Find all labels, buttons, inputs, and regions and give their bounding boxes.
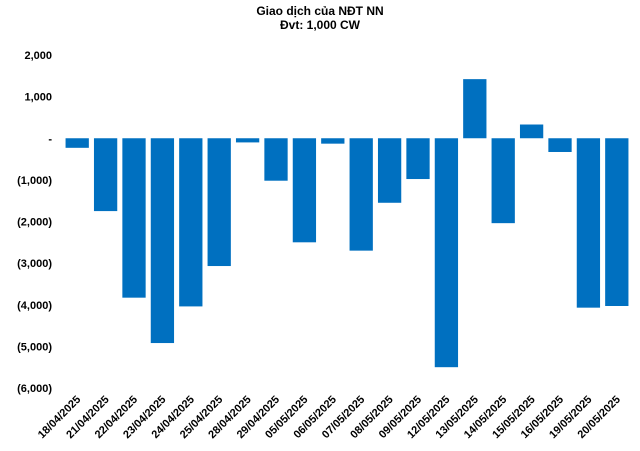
chart-subtitle: Đvt: 1,000 CW — [279, 18, 361, 32]
bar — [93, 138, 118, 212]
bar — [292, 138, 317, 243]
bars-group — [65, 79, 629, 368]
bar — [235, 138, 260, 143]
y-tick-label: - — [48, 133, 52, 145]
bar — [349, 138, 373, 251]
y-tick-label: (2,000) — [17, 217, 52, 229]
y-tick-label: 2,000 — [24, 50, 52, 62]
bar — [576, 138, 601, 308]
y-tick-label: (1,000) — [17, 175, 52, 187]
bar — [548, 138, 572, 152]
bar — [377, 138, 402, 203]
bar — [150, 138, 175, 344]
x-axis: 18/04/202521/04/202522/04/202523/04/2025… — [36, 394, 623, 441]
bar — [264, 138, 288, 181]
y-tick-label: (5,000) — [17, 341, 52, 353]
bar — [519, 124, 544, 139]
bar — [207, 138, 231, 267]
bar — [406, 138, 430, 180]
bar — [491, 138, 515, 224]
chart-title: Giao dịch của NĐT NN — [256, 4, 384, 18]
bar — [122, 138, 146, 298]
bar — [605, 138, 629, 306]
bar — [65, 138, 89, 148]
bar — [434, 138, 459, 368]
y-axis: 2,000 1,000 - (1,000) (2,000) (3,000) (4,000) (… — [17, 50, 52, 395]
bar — [179, 138, 203, 307]
y-tick-label: (4,000) — [17, 300, 52, 312]
bar — [463, 79, 487, 139]
y-tick-label: (6,000) — [17, 383, 52, 395]
bar — [321, 138, 345, 144]
y-tick-label: 1,000 — [24, 92, 52, 104]
chart-title-block: Giao dịch của NĐT NN Đvt: 1,000 CW — [0, 4, 640, 32]
y-tick-label: (3,000) — [17, 258, 52, 270]
